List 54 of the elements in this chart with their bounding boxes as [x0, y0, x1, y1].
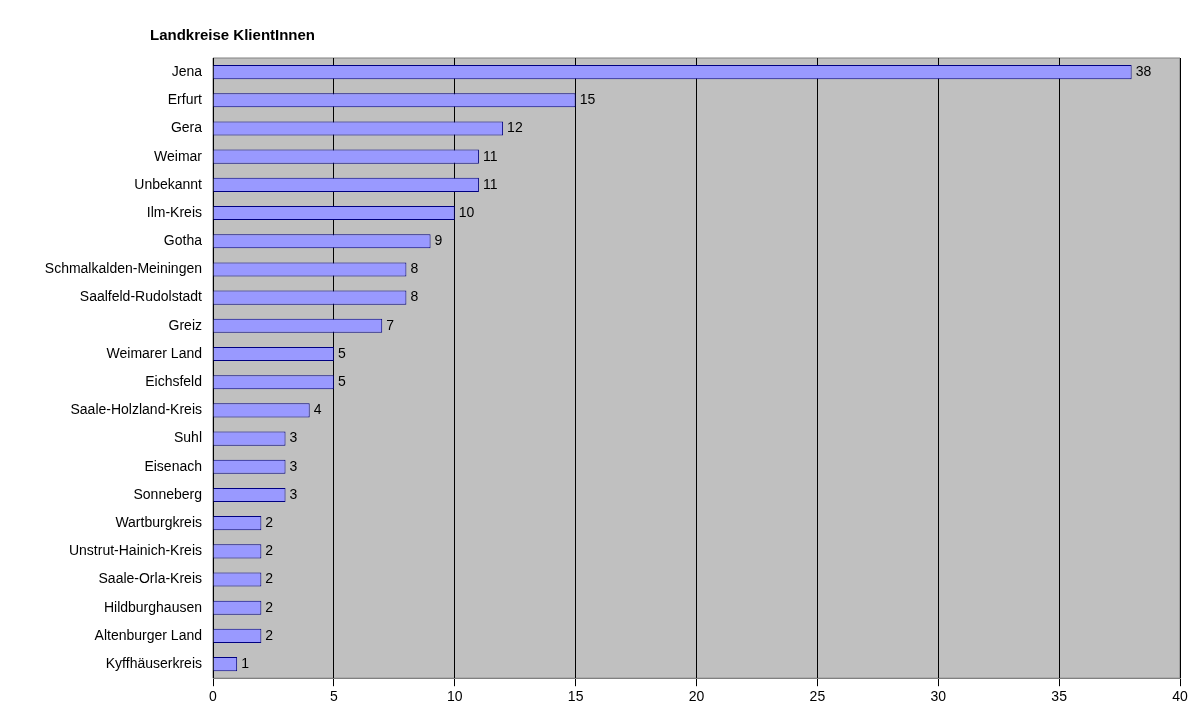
- y-tick-label: Gotha: [163, 232, 203, 249]
- x-tick-label: 0: [209, 688, 218, 705]
- x-tick-label: 15: [567, 688, 584, 705]
- y-tick-label: Wartburgkreis: [115, 514, 202, 531]
- data-label: 8: [410, 288, 419, 305]
- y-tick-label: Hildburghausen: [103, 598, 202, 615]
- y-tick-label: Unstrut-Hainich-Kreis: [68, 542, 202, 559]
- data-label: 3: [289, 457, 298, 474]
- x-tick-label: 5: [329, 688, 338, 705]
- y-tick-label: Jena: [171, 62, 203, 79]
- data-label: 12: [507, 119, 523, 136]
- y-tick-label: Schmalkalden-Meiningen: [44, 260, 202, 277]
- data-label: 11: [482, 175, 498, 192]
- data-label: 10: [458, 203, 475, 220]
- y-tick-label: Eichsfeld: [145, 373, 202, 390]
- chart-title: Landkreise KlientInnen: [150, 26, 316, 43]
- x-tick-label: 25: [809, 688, 826, 705]
- x-tick-label: 30: [930, 688, 947, 705]
- data-label: 9: [434, 232, 443, 249]
- data-label: 7: [386, 316, 395, 333]
- y-tick-label: Saale-Holzland-Kreis: [70, 401, 202, 418]
- data-label: 38: [1135, 62, 1152, 79]
- data-label: 11: [482, 147, 498, 164]
- data-label: 3: [289, 429, 298, 446]
- y-tick-label: Unbekannt: [134, 175, 203, 192]
- data-label: 2: [265, 570, 274, 587]
- y-tick-label: Greiz: [168, 316, 202, 333]
- y-tick-label: Ilm-Kreis: [146, 203, 202, 220]
- data-label: 2: [265, 626, 274, 643]
- data-label: 2: [265, 598, 274, 615]
- x-tick-label: 10: [446, 688, 463, 705]
- data-label: 5: [337, 344, 346, 361]
- y-tick-label: Saalfeld-Rudolstadt: [79, 288, 203, 305]
- y-tick-label: Weimarer Land: [106, 344, 202, 361]
- y-tick-label: Sonneberg: [133, 485, 202, 502]
- y-tick-label: Altenburger Land: [94, 626, 202, 643]
- y-tick-label: Saale-Orla-Kreis: [98, 570, 202, 587]
- y-tick-label: Weimar: [154, 147, 203, 164]
- y-tick-label: Suhl: [173, 429, 202, 446]
- data-label: 15: [579, 91, 596, 108]
- y-tick-label: Gera: [170, 119, 203, 136]
- y-tick-label: Kyffhäuserkreis: [105, 654, 202, 671]
- data-label: 3: [289, 485, 298, 502]
- data-label: 2: [265, 514, 274, 531]
- y-tick-label: Erfurt: [167, 91, 203, 108]
- data-label: 1: [241, 654, 250, 671]
- y-tick-label: Eisenach: [144, 457, 202, 474]
- x-tick-label: 35: [1051, 688, 1068, 705]
- data-label: 4: [313, 401, 322, 418]
- x-tick-label: 40: [1172, 688, 1188, 705]
- data-label: 8: [410, 260, 419, 277]
- data-label: 5: [337, 373, 346, 390]
- x-tick-label: 20: [688, 688, 705, 705]
- data-label: 2: [265, 542, 274, 559]
